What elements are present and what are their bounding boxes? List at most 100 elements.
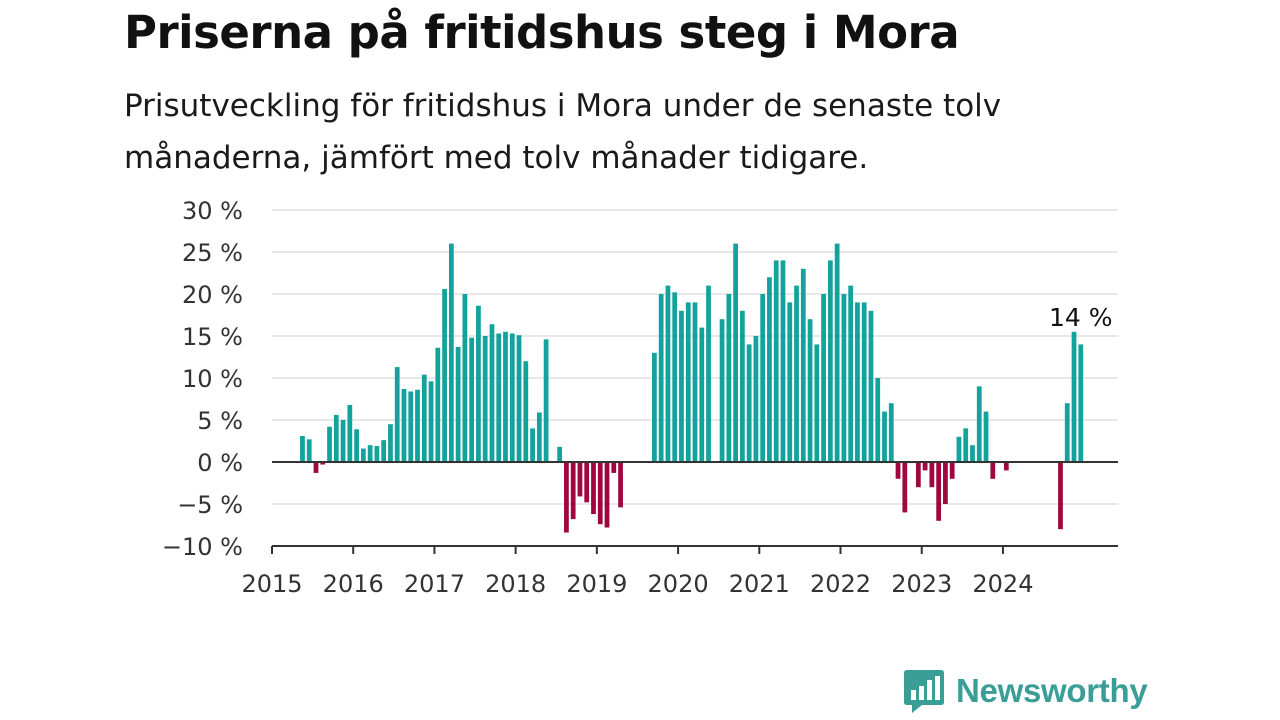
bar [665, 285, 671, 462]
bar [915, 462, 921, 488]
bar [570, 462, 576, 520]
bar [672, 292, 678, 462]
y-tick-label: 25 % [182, 239, 243, 267]
bar [1064, 403, 1070, 462]
bar [428, 381, 434, 462]
bar [360, 448, 366, 462]
x-tick-label: 2015 [241, 570, 302, 598]
bar [611, 462, 617, 473]
x-tick-label: 2021 [729, 570, 790, 598]
bar [760, 294, 766, 462]
bar [496, 333, 502, 462]
bar [618, 462, 623, 508]
bar [658, 294, 664, 462]
y-tick-label: 10 % [182, 365, 243, 393]
bar [780, 260, 786, 462]
bar [476, 305, 481, 462]
bar [773, 260, 779, 462]
bar [949, 462, 955, 479]
bar [347, 404, 353, 462]
bar [821, 294, 826, 462]
bar [888, 403, 894, 462]
bar [970, 445, 975, 462]
x-tick-label: 2019 [566, 570, 627, 598]
bar [1071, 331, 1077, 462]
x-tick-label: 2023 [891, 570, 952, 598]
bar [746, 344, 752, 462]
bar [800, 268, 806, 462]
bar [679, 310, 684, 462]
bar [726, 294, 732, 462]
chart-title: Priserna på fritidshus steg i Mora [124, 6, 960, 59]
bar [739, 310, 745, 462]
y-tick-label: 15 % [182, 323, 243, 351]
bar [652, 352, 657, 462]
bar [584, 462, 590, 503]
bar [381, 440, 387, 462]
bar [604, 462, 610, 528]
bar [462, 294, 468, 462]
bar [814, 344, 820, 462]
bar [692, 302, 698, 462]
data-label: 14 % [1049, 303, 1113, 332]
bar [577, 462, 583, 497]
bar [367, 445, 373, 462]
annotations: 14 % [1049, 303, 1113, 332]
bar [875, 378, 881, 462]
brand-name: Newsworthy [956, 672, 1148, 709]
bar [719, 319, 725, 462]
bar [922, 462, 928, 471]
bar [956, 436, 962, 462]
y-tick-label: −5 % [177, 491, 243, 519]
bar [855, 302, 860, 462]
bar [442, 288, 447, 462]
bar [807, 319, 813, 462]
x-tick-label: 2018 [485, 570, 546, 598]
bar [902, 462, 908, 513]
y-tick-label: −10 % [162, 533, 243, 561]
bar [327, 426, 332, 462]
x-axis: 2015 2016 2017 2018 2019 2020 2021 2022 2023 2024 [241, 546, 1033, 598]
bar [503, 331, 508, 462]
bar [469, 337, 475, 462]
axes [272, 461, 1118, 547]
bar [543, 339, 549, 462]
y-tick-label: 20 % [182, 281, 243, 309]
bar [685, 302, 691, 462]
bar [706, 285, 711, 462]
bar [509, 333, 515, 462]
newsworthy-logo-icon [904, 670, 944, 713]
bar [455, 346, 461, 462]
x-tick-label: 2024 [972, 570, 1033, 598]
bar [990, 462, 996, 479]
bar [882, 411, 887, 462]
bar [333, 414, 339, 462]
bar [794, 285, 799, 462]
bar [340, 420, 346, 462]
bar [300, 435, 305, 462]
bar [1078, 344, 1084, 462]
bar [983, 411, 989, 462]
bar [313, 462, 319, 473]
bar [895, 462, 901, 479]
bars [300, 243, 1084, 533]
bar [530, 428, 535, 462]
y-tick-label: 5 % [197, 407, 243, 435]
x-tick-label: 2020 [648, 570, 709, 598]
bar [320, 462, 326, 465]
bar [929, 462, 935, 488]
bar [868, 310, 874, 462]
bar [733, 243, 738, 462]
bar [489, 324, 495, 462]
y-tick-label: 0 % [197, 449, 243, 477]
bar [936, 462, 942, 521]
bar [1003, 462, 1009, 471]
y-axis: −10 % −5 % 0 % 5 % 10 % 15 % 20 % 25 % 30 % [162, 197, 243, 561]
bar [482, 336, 488, 462]
bar [787, 302, 793, 462]
bar [753, 336, 759, 462]
bar [597, 462, 603, 525]
bar [699, 327, 705, 462]
x-tick-label: 2017 [404, 570, 465, 598]
